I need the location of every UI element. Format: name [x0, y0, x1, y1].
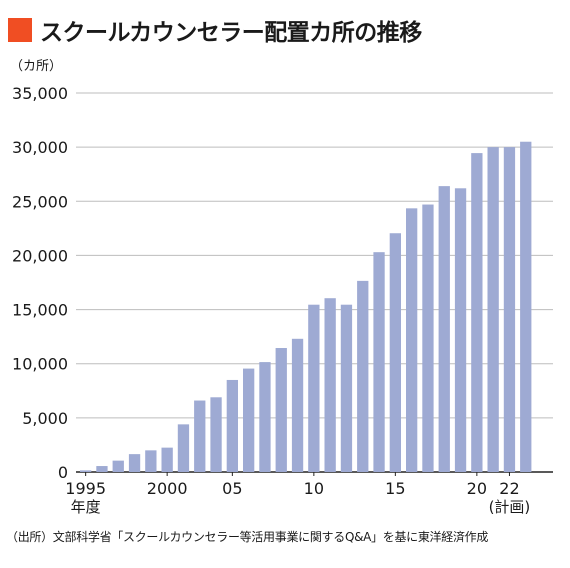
bar	[389, 233, 401, 472]
bar	[422, 204, 434, 472]
x-tick-label: 2000	[147, 479, 188, 498]
bar	[487, 147, 499, 472]
bar	[471, 153, 483, 472]
y-tick-label: 30,000	[12, 138, 68, 157]
bar	[128, 454, 141, 472]
title-marker	[8, 18, 32, 42]
bar	[454, 188, 467, 472]
bar	[406, 208, 418, 472]
x-tick-label: 10	[304, 479, 324, 498]
bar	[275, 348, 287, 472]
bar-chart: （カ所） 0 5,000 10,000 15,000 20,000 25,000 30,00…	[10, 59, 553, 516]
x-tick-label: (計画)	[489, 498, 531, 516]
chart-header: スクールカウンセラー配置カ所の推移	[8, 10, 422, 50]
bar	[520, 141, 532, 472]
bar	[210, 397, 222, 472]
y-tick-label: 20,000	[12, 246, 68, 265]
y-axis-ticks: 0 5,000 10,000 15,000 20,000 25,000 30,000 35,0…	[12, 84, 68, 482]
x-tick-label: 15	[385, 479, 405, 498]
bar	[145, 450, 157, 472]
bar	[357, 280, 369, 472]
bar	[112, 460, 124, 472]
bar	[80, 470, 92, 472]
bar	[308, 304, 320, 472]
y-axis-label: （カ所）	[10, 59, 62, 74]
bar	[259, 362, 271, 472]
x-tick-label: 年度	[71, 498, 101, 516]
bar	[96, 466, 108, 472]
y-tick-label: 35,000	[12, 84, 68, 103]
y-tick-label: 25,000	[12, 192, 68, 211]
chart-title: スクールカウンセラー配置カ所の推移	[40, 20, 422, 46]
source-note: （出所）文部科学省「スクールカウンセラー等活用事業に関するQ&A」を基に東洋経済…	[6, 530, 489, 544]
bar	[243, 368, 255, 472]
bar	[226, 379, 238, 472]
bar	[324, 298, 336, 472]
bar	[161, 447, 173, 472]
bars	[80, 141, 532, 472]
bar	[503, 147, 516, 472]
y-tick-label: 5,000	[22, 409, 68, 428]
x-tick-label: 05	[222, 479, 242, 498]
y-tick-label: 0	[58, 463, 68, 482]
bar	[340, 304, 353, 472]
bar	[177, 424, 190, 472]
bar	[194, 400, 206, 472]
y-tick-label: 15,000	[12, 301, 68, 320]
x-tick-label: 1995	[65, 479, 106, 498]
bar	[373, 252, 385, 472]
bar	[438, 186, 450, 472]
y-tick-label: 10,000	[12, 355, 68, 374]
x-tick-label: 22	[499, 479, 519, 498]
x-tick-label: 20	[467, 479, 487, 498]
bar	[291, 338, 304, 472]
